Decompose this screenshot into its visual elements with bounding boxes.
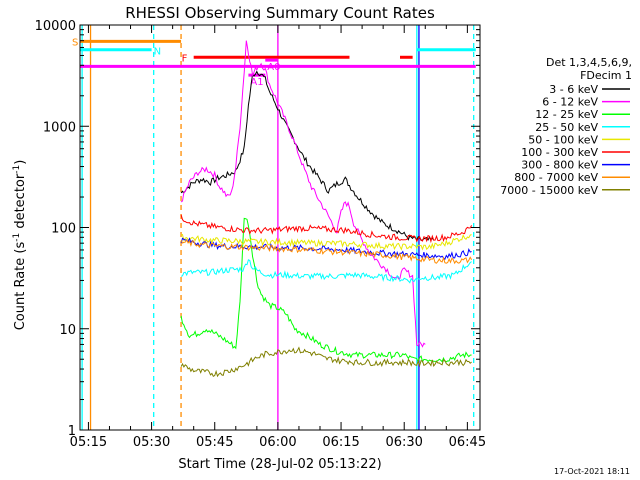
y-tick-label-3: 1000: [43, 120, 76, 135]
y-tick-label-4: 10000: [35, 19, 76, 34]
legend-label-4: 50 - 100 keV: [528, 133, 598, 146]
x-tick-label-4: 06:15: [322, 435, 359, 450]
legend-header: FDecim 1: [580, 69, 632, 82]
legend-label-3: 25 - 50 keV: [535, 121, 598, 134]
legend-label-5: 100 - 300 keV: [521, 146, 598, 159]
legend-label-6: 300 - 800 keV: [521, 159, 598, 172]
footer-timestamp: 17-Oct-2021 18:11: [554, 467, 630, 476]
series-line-5: [180, 214, 473, 244]
x-tick-label-5: 06:30: [385, 435, 422, 450]
x-tick-label-6: 06:45: [449, 435, 486, 450]
x-tick-label-0: 05:15: [70, 435, 107, 450]
status-bar-label-3: F: [182, 53, 188, 64]
status-bar-label-1: N: [154, 47, 161, 58]
x-axis-label: Start Time (28-Jul-02 05:13:22): [178, 457, 381, 472]
series-line-3: [180, 259, 472, 284]
plot-area: [80, 25, 480, 430]
legend-label-8: 7000 - 15000 keV: [500, 184, 598, 197]
status-bar-label-0: S: [72, 37, 78, 48]
y-tick-label-1: 10: [59, 323, 76, 338]
y-axis-label: Count Rate (s-1 detector-1): [12, 160, 28, 331]
series-line-0: [180, 70, 435, 241]
legend-label-7: 800 - 7000 keV: [514, 171, 598, 184]
x-tick-label-3: 06:00: [259, 435, 296, 450]
legend-label-2: 12 - 25 keV: [535, 108, 598, 121]
legend-header: Det 1,3,4,5,6,9,: [546, 56, 632, 69]
status-bar-label-7: A0: [267, 62, 280, 73]
series-line-1: [180, 40, 426, 348]
x-tick-label-1: 05:30: [133, 435, 170, 450]
series-line-8: [180, 346, 472, 378]
chart-title: RHESSI Observing Summary Count Rates: [125, 4, 435, 22]
x-tick-label-2: 05:45: [196, 435, 233, 450]
series-line-4: [180, 233, 472, 251]
status-bar-label-6: A1: [250, 77, 263, 88]
legend-label-1: 6 - 12 keV: [542, 96, 598, 109]
series-line-2: [180, 217, 472, 364]
y-tick-label-0: 1: [68, 424, 76, 439]
legend-label-0: 3 - 6 keV: [549, 83, 598, 96]
series-line-7: [180, 238, 473, 265]
y-tick-label-2: 100: [51, 222, 76, 237]
